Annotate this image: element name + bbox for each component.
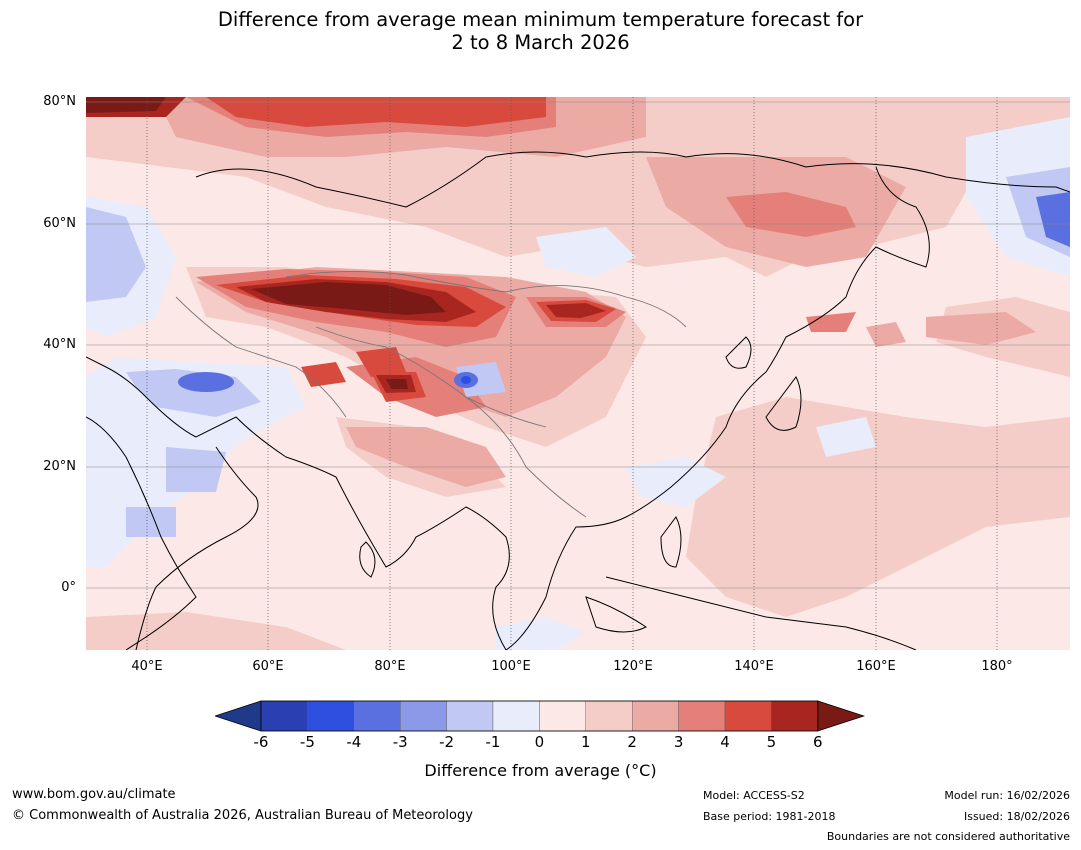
colorbar-label: Difference from average (°C) — [424, 761, 657, 780]
colorbar-tick-label: -4 — [346, 733, 362, 751]
lon-label-120e: 120°E — [613, 659, 653, 674]
lat-label-80n: 80°N — [43, 94, 76, 109]
colorbar-tick-label: 0 — [534, 733, 545, 751]
lat-label-20n: 20°N — [43, 459, 76, 474]
model-run-text: Model run: 16/02/2026 — [944, 789, 1070, 802]
copyright-text: © Commonwealth of Australia 2026, Austra… — [12, 808, 473, 823]
colorbar-cell — [399, 700, 447, 732]
lon-label-80e: 80°E — [374, 659, 406, 674]
lon-label-100e: 100°E — [491, 659, 531, 674]
colorbar-tick-label: -6 — [253, 733, 269, 751]
map-canvas — [86, 97, 1070, 650]
title-line-2: 2 to 8 March 2026 — [451, 31, 630, 54]
colorbar-cell — [307, 700, 355, 732]
model-text: Model: ACCESS-S2 — [703, 789, 805, 802]
anomaly-band-minus3 — [178, 192, 1070, 392]
issued-text: Issued: 18/02/2026 — [963, 810, 1070, 823]
colorbar-cell — [678, 700, 726, 732]
map-title: Difference from average mean minimum tem… — [0, 8, 1081, 54]
lon-label-140e: 140°E — [734, 659, 774, 674]
colorbar-tick-label: 6 — [813, 733, 823, 751]
colorbar-tick-label: 5 — [766, 733, 777, 751]
colorbar-cell — [539, 700, 586, 732]
meridians — [146, 97, 998, 650]
colorbar-tick-label: 4 — [720, 733, 730, 751]
colorbar-frame — [260, 700, 819, 732]
colorbar-tick-label: -2 — [439, 733, 455, 751]
anomaly-band-minus4 — [461, 376, 471, 384]
colorbar-cell — [632, 700, 679, 732]
lon-label-180: 180° — [981, 659, 1013, 674]
website-link[interactable]: www.bom.gov.au/climate — [12, 787, 176, 802]
coastlines — [86, 151, 1070, 650]
anomaly-map — [86, 97, 1070, 650]
lon-label-60e: 60°E — [252, 659, 284, 674]
colorbar-tick-label: 1 — [581, 733, 591, 751]
lat-label-40n: 40°N — [43, 337, 76, 352]
colorbar-cells — [215, 700, 866, 732]
lon-label-40e: 40°E — [131, 659, 163, 674]
lat-label-60n: 60°N — [43, 216, 76, 231]
country-borders — [175, 270, 687, 518]
boundaries-note: Boundaries are not considered authoritat… — [826, 830, 1070, 843]
lon-label-160e: 160°E — [856, 659, 896, 674]
colorbar-cell — [353, 700, 401, 732]
colorbar-extend-high — [817, 700, 866, 732]
colorbar-cell — [585, 700, 633, 732]
colorbar-cell — [260, 700, 308, 732]
base-period-text: Base period: 1981-2018 — [703, 810, 836, 823]
title-line-1: Difference from average mean minimum tem… — [217, 8, 864, 31]
colorbar-tick-label: -5 — [299, 733, 315, 751]
anomaly-band-plus6 — [86, 97, 446, 389]
colorbar — [215, 700, 866, 732]
colorbar-cell — [446, 700, 494, 732]
lat-label-equator: 0° — [61, 580, 76, 595]
colorbar-tick-label: -3 — [392, 733, 408, 751]
colorbar-extend-low — [215, 700, 262, 732]
graticule — [86, 101, 1070, 589]
colorbar-cell — [771, 700, 819, 732]
colorbar-tick-label: 3 — [673, 733, 684, 751]
colorbar-cell — [724, 700, 772, 732]
colorbar-tick-label: 2 — [627, 733, 637, 751]
colorbar-tick-label: -1 — [485, 733, 501, 751]
colorbar-cell — [492, 700, 540, 732]
